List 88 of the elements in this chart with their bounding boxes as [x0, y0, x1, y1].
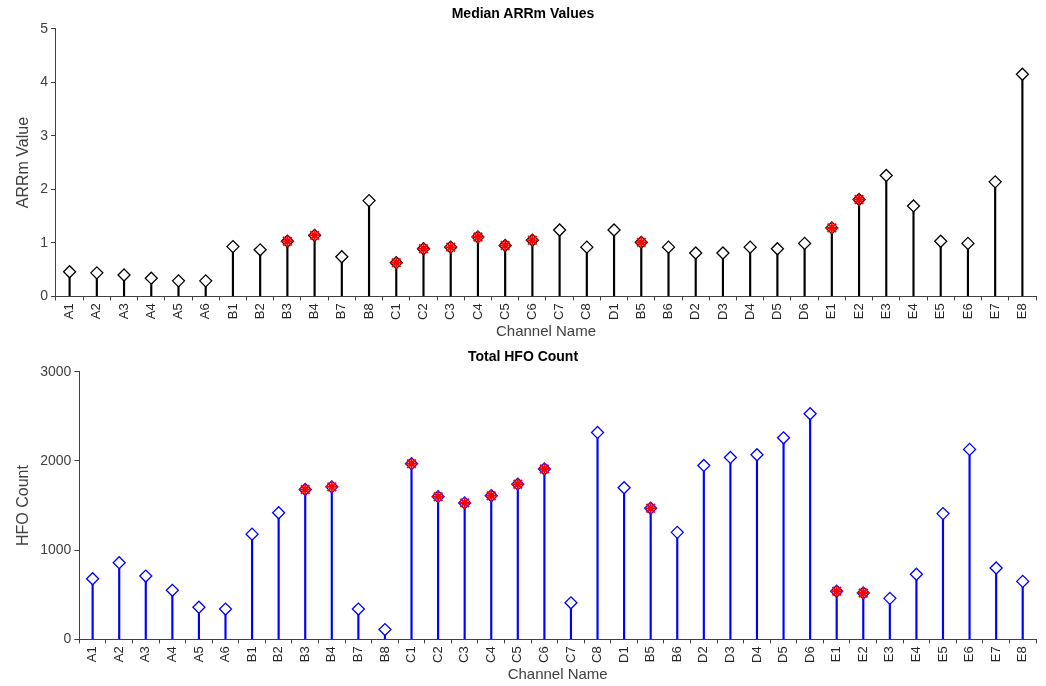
x-tick-label: B8 — [360, 303, 376, 320]
x-tick-label: E1 — [828, 646, 844, 663]
y-tick-label: 5 — [40, 19, 49, 36]
x-tick-label: D1 — [605, 303, 621, 321]
x-tick-label: E6 — [961, 646, 977, 663]
x-tick-label: B5 — [632, 303, 648, 320]
x-tick-label: B8 — [376, 646, 392, 663]
y-tick-label: 1 — [40, 233, 49, 250]
x-tick-label: A3 — [137, 646, 153, 663]
y-tick-label: 0 — [40, 287, 49, 304]
x-tick-label: C2 — [415, 303, 431, 321]
x-tick-label: B3 — [296, 646, 312, 663]
x-axis-title: Channel Name — [495, 322, 597, 340]
x-tick-label: D3 — [714, 303, 730, 321]
x-tick-label: B1 — [224, 303, 240, 320]
x-tick-label: B2 — [251, 303, 267, 320]
x-tick-label: D5 — [768, 303, 784, 321]
x-tick-label: C3 — [456, 646, 472, 664]
x-tick-label: E2 — [850, 303, 866, 320]
x-tick-label: E6 — [959, 303, 975, 320]
x-tick-label: C2 — [429, 646, 445, 664]
x-tick-label: B5 — [642, 646, 658, 663]
x-tick-label: C1 — [387, 303, 403, 321]
x-tick-label: E7 — [986, 303, 1002, 320]
x-tick-label: C4 — [469, 303, 485, 321]
x-tick-label: E1 — [823, 303, 839, 320]
y-tick-label: 2 — [40, 180, 49, 197]
x-tick-label: C8 — [578, 303, 594, 321]
chart-title: Median ARRm Values — [451, 5, 595, 22]
x-tick-label: E3 — [877, 303, 893, 320]
x-tick-label: E7 — [987, 646, 1003, 663]
x-tick-label: C3 — [442, 303, 458, 321]
x-tick-label: E4 — [905, 303, 921, 320]
x-tick-label: A4 — [163, 646, 179, 663]
x-tick-label: A5 — [170, 303, 186, 320]
x-tick-label: D4 — [741, 303, 757, 321]
x-tick-label: B6 — [660, 303, 676, 320]
x-tick-label: D2 — [687, 303, 703, 321]
x-tick-label: B4 — [323, 646, 339, 663]
x-tick-label: C6 — [535, 646, 551, 664]
x-tick-label: A4 — [142, 303, 158, 320]
x-tick-label: D5 — [775, 646, 791, 664]
x-tick-label: E5 — [932, 303, 948, 320]
x-tick-label: A5 — [190, 646, 206, 663]
x-tick-label: D4 — [748, 646, 764, 664]
x-tick-label: B1 — [243, 646, 259, 663]
x-tick-label: D1 — [615, 646, 631, 664]
y-tick-label: 0 — [63, 630, 72, 647]
y-tick-label: 3 — [40, 126, 49, 143]
x-tick-label: B4 — [306, 303, 322, 320]
x-axis-title: Channel Name — [507, 665, 608, 683]
x-tick-label: A3 — [115, 303, 131, 320]
x-tick-label: B2 — [270, 646, 286, 663]
x-tick-label: B7 — [349, 646, 365, 663]
x-tick-label: C5 — [509, 646, 525, 664]
x-tick-label: A2 — [110, 646, 126, 663]
y-tick-label: 4 — [40, 73, 49, 90]
x-tick-label: D2 — [695, 646, 711, 664]
x-tick-label: A6 — [217, 646, 233, 663]
y-axis-title: HFO Count — [14, 464, 32, 547]
x-tick-label: D6 — [796, 303, 812, 321]
x-tick-label: B7 — [333, 303, 349, 320]
x-tick-label: D6 — [801, 646, 817, 664]
x-tick-label: C4 — [482, 646, 498, 664]
x-tick-label: B6 — [668, 646, 684, 663]
x-tick-label: A6 — [197, 303, 213, 320]
x-tick-label: C8 — [589, 646, 605, 664]
x-tick-label: C6 — [523, 303, 539, 321]
x-tick-label: C7 — [551, 303, 567, 321]
x-tick-label: E3 — [881, 646, 897, 663]
x-tick-label: B3 — [278, 303, 294, 320]
x-tick-label: A1 — [84, 646, 100, 663]
x-tick-label: E5 — [934, 646, 950, 663]
y-tick-label: 1000 — [40, 541, 72, 558]
x-tick-label: C5 — [496, 303, 512, 321]
y-axis-title: ARRm Value — [14, 116, 32, 209]
x-tick-label: A2 — [88, 303, 104, 320]
x-tick-label: A1 — [61, 303, 77, 320]
chart-title: Total HFO Count — [467, 348, 579, 365]
x-tick-label: C1 — [403, 646, 419, 664]
x-tick-label: E8 — [1013, 303, 1029, 320]
x-tick-label: E2 — [854, 646, 870, 663]
x-tick-label: C7 — [562, 646, 578, 664]
y-tick-label: 3000 — [40, 362, 72, 379]
x-tick-label: D3 — [721, 646, 737, 664]
y-tick-label: 2000 — [40, 451, 72, 468]
x-tick-label: E8 — [1014, 646, 1030, 663]
x-tick-label: E4 — [908, 646, 923, 663]
